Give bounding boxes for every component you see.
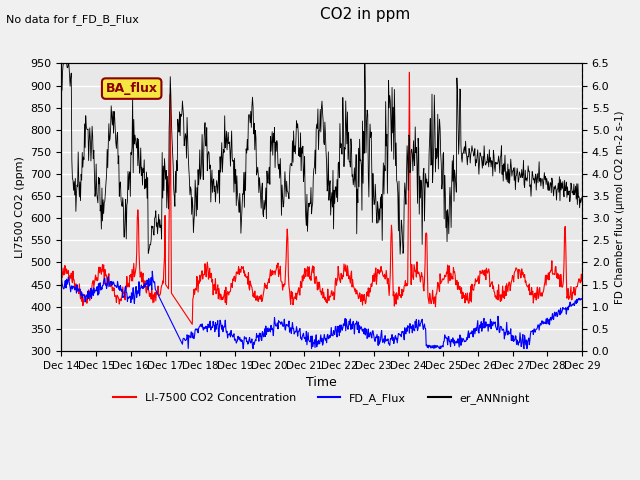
Text: BA_flux: BA_flux [106,82,157,95]
Legend: LI-7500 CO2 Concentration, FD_A_Flux, er_ANNnight: LI-7500 CO2 Concentration, FD_A_Flux, er… [109,389,534,408]
Y-axis label: LI7500 CO2 (ppm): LI7500 CO2 (ppm) [15,156,25,258]
Text: CO2 in ppm: CO2 in ppm [319,7,410,22]
X-axis label: Time: Time [307,376,337,389]
Text: No data for f_FD_B_Flux: No data for f_FD_B_Flux [6,14,140,25]
Y-axis label: FD Chamber flux (μmol CO2 m-2 s-1): FD Chamber flux (μmol CO2 m-2 s-1) [615,110,625,304]
